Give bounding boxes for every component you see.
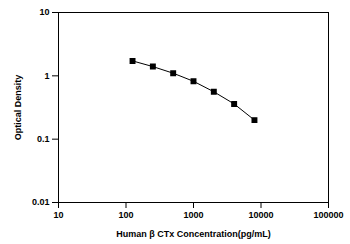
svg-text:Optical Density: Optical Density xyxy=(13,75,23,141)
svg-text:10: 10 xyxy=(39,7,49,17)
svg-text:0.1: 0.1 xyxy=(37,134,50,144)
svg-text:10000: 10000 xyxy=(248,210,273,220)
svg-text:Human β CTx Concentration(pg/m: Human β CTx Concentration(pg/mL) xyxy=(116,229,271,239)
svg-text:1: 1 xyxy=(44,71,49,81)
svg-text:1000: 1000 xyxy=(183,210,203,220)
svg-text:0.01: 0.01 xyxy=(32,197,50,207)
svg-text:10: 10 xyxy=(53,210,63,220)
svg-text:100000: 100000 xyxy=(313,210,343,220)
svg-text:100: 100 xyxy=(118,210,133,220)
